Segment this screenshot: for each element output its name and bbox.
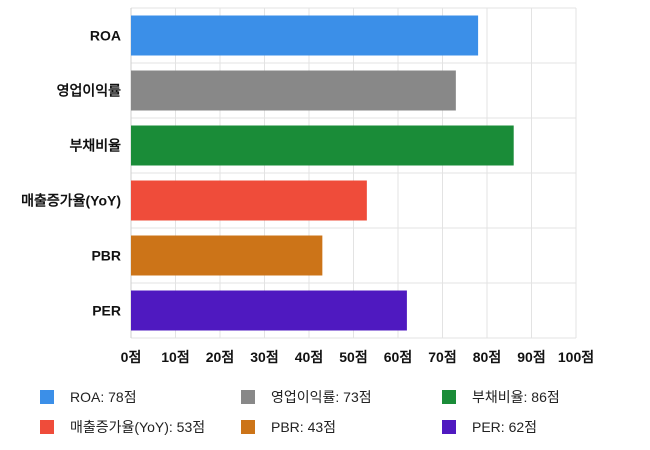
legend-label: ROA: 78점 <box>70 389 137 405</box>
category-label: 매출증가율(YoY) <box>21 193 121 209</box>
legend-swatch <box>241 390 255 404</box>
x-tick-label: 70점 <box>428 349 456 365</box>
x-tick-label: 50점 <box>339 349 367 365</box>
category-label: PBR <box>91 248 121 264</box>
x-tick-label: 20점 <box>206 349 234 365</box>
legend-label: 영업이익률: 73점 <box>271 389 372 405</box>
bar <box>131 70 456 111</box>
x-tick-label: 80점 <box>473 349 501 365</box>
x-tick-label: 0점 <box>121 349 142 365</box>
legend-item-sales-growth: 매출증가율(YoY): 53점 <box>40 416 241 438</box>
category-label: PER <box>92 303 121 319</box>
category-label: 부채비율 <box>69 138 121 154</box>
bar <box>131 180 367 221</box>
x-tick-label: 40점 <box>295 349 323 365</box>
x-tick-label: 30점 <box>250 349 278 365</box>
x-tick-label: 90점 <box>517 349 545 365</box>
legend-swatch <box>241 420 255 434</box>
legend-label: 부채비율: 86점 <box>472 389 560 405</box>
legend-swatch <box>442 390 456 404</box>
legend-item-operating-margin: 영업이익률: 73점 <box>241 386 442 408</box>
legend-label: 매출증가율(YoY): 53점 <box>70 419 206 435</box>
chart-legend: ROA: 78점 영업이익률: 73점 부채비율: 86점 매출증가율(YoY)… <box>40 386 620 438</box>
legend-item-debt-ratio: 부채비율: 86점 <box>442 386 622 408</box>
x-tick-label: 60점 <box>384 349 412 365</box>
x-tick-label: 10점 <box>161 349 189 365</box>
legend-label: PBR: 43점 <box>271 419 337 435</box>
legend-item-pbr: PBR: 43점 <box>241 416 442 438</box>
legend-swatch <box>442 420 456 434</box>
legend-swatch <box>40 390 54 404</box>
x-tick-label: 100점 <box>558 349 594 365</box>
category-label: 영업이익률 <box>57 83 122 99</box>
legend-item-roa: ROA: 78점 <box>40 386 241 408</box>
bar <box>131 290 407 331</box>
legend-swatch <box>40 420 54 434</box>
legend-item-per: PER: 62점 <box>442 416 622 438</box>
bar <box>131 235 323 276</box>
legend-label: PER: 62점 <box>472 419 538 435</box>
bar <box>131 15 479 56</box>
category-label: ROA <box>90 28 121 44</box>
bar <box>131 125 514 166</box>
